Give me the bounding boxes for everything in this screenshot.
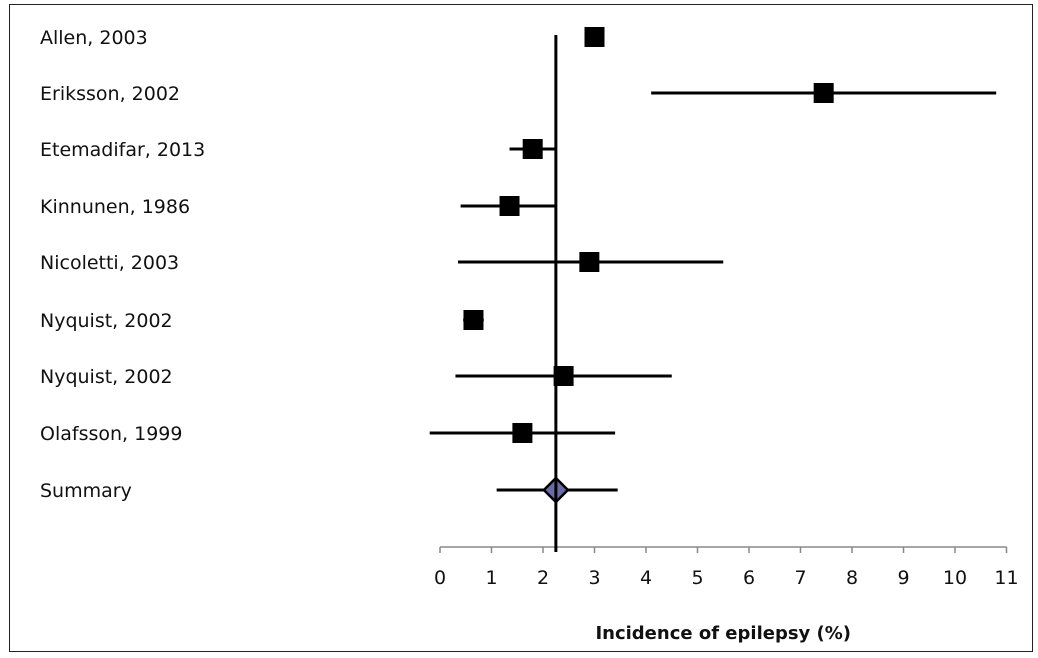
x-tick-label: 0 — [434, 567, 446, 589]
study-label: Etemadifar, 2013 — [40, 139, 205, 161]
x-tick-label: 11 — [994, 567, 1018, 589]
chart-frame: Allen, 2003 Eriksson, 2002 Etemadifar, 201… — [9, 4, 1033, 652]
study-label: Olafsson, 1999 — [40, 423, 182, 445]
x-tick-label: 7 — [794, 567, 806, 589]
study-label: Allen, 2003 — [40, 27, 148, 49]
point-estimate-square — [553, 366, 574, 386]
point-estimate-square — [579, 252, 600, 272]
point-estimate-square — [584, 27, 605, 47]
study-label: Eriksson, 2002 — [40, 83, 180, 105]
x-tick-label: 4 — [640, 567, 652, 589]
x-tick-label: 9 — [897, 567, 909, 589]
point-estimate-square — [499, 196, 520, 216]
study-label: Kinnunen, 1986 — [40, 196, 190, 218]
x-tick-label: 8 — [846, 567, 858, 589]
x-tick-label: 5 — [691, 567, 703, 589]
x-axis: 0 1 2 3 4 5 6 7 8 9 10 11 — [434, 546, 1019, 589]
point-estimate-square — [522, 139, 543, 159]
summary-label: Summary — [40, 480, 132, 502]
forest-plot: Allen, 2003 Eriksson, 2002 Etemadifar, 201… — [40, 27, 1019, 644]
point-estimates — [463, 27, 834, 504]
x-tick-label: 10 — [943, 567, 967, 589]
x-tick-label: 6 — [743, 567, 755, 589]
point-estimate-square — [463, 310, 484, 330]
study-labels: Allen, 2003 Eriksson, 2002 Etemadifar, 201… — [40, 27, 205, 502]
x-axis-label: Incidence of epilepsy (%) — [595, 623, 851, 644]
x-tick-label: 1 — [485, 567, 497, 589]
study-label: Nicoletti, 2003 — [40, 252, 179, 274]
study-label: Nyquist, 2002 — [40, 310, 173, 332]
x-tick-label: 3 — [588, 567, 600, 589]
point-estimate-square — [813, 83, 834, 103]
x-tick-label: 2 — [537, 567, 549, 589]
study-label: Nyquist, 2002 — [40, 366, 173, 388]
point-estimate-square — [512, 423, 533, 443]
